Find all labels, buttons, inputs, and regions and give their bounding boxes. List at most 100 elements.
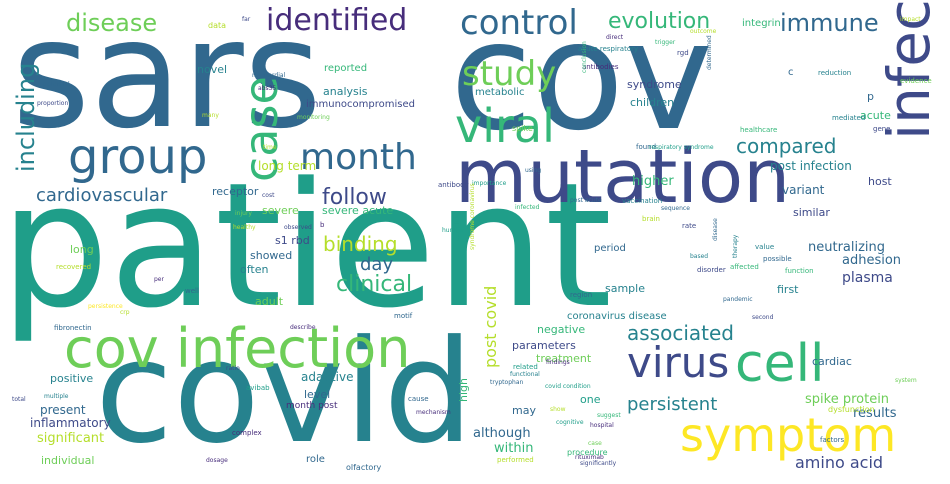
word-motif: motif <box>394 312 413 320</box>
word-clinical: clinical <box>336 272 413 297</box>
word-syndrome-coronavirus: syndrome coronavirus <box>469 183 476 250</box>
word-cov-infection: cov infection <box>64 317 411 380</box>
word-sars: sars <box>12 0 322 162</box>
word-affected: affected <box>730 263 759 271</box>
word-treatment: treatment <box>536 352 592 365</box>
word-pandemic: pandemic <box>723 296 753 303</box>
word-sequence: sequence <box>661 205 690 212</box>
word-system: system <box>895 377 917 384</box>
word-function: function <box>785 267 814 275</box>
word-day: day <box>360 254 394 275</box>
word-cardiovascular: cardiovascular <box>36 185 168 206</box>
word-fibronectin: fibronectin <box>54 324 92 332</box>
word-severe: severe <box>262 204 299 217</box>
word-antibodies: antibodies <box>582 63 619 71</box>
word-although: although <box>473 426 531 441</box>
word-cov: cov <box>450 0 714 164</box>
word-novel: novel <box>197 63 228 76</box>
word-including: including <box>12 62 40 172</box>
word-total: total <box>12 396 26 403</box>
word-one: one <box>580 393 601 406</box>
word-significant: significant <box>37 431 105 446</box>
word-disorder: disorder <box>697 266 726 274</box>
word-well: well <box>185 287 199 295</box>
word-gene: gene <box>873 125 891 133</box>
word-dosage: dosage <box>206 457 228 464</box>
word-infected: infected <box>515 204 540 211</box>
word-related: related <box>513 363 538 371</box>
word-adhesion: adhesion <box>842 253 902 268</box>
word-disease-small: disease <box>712 218 719 241</box>
word-immunocompromised: immunocompromised <box>306 99 415 110</box>
word-integrin: integrin <box>742 18 781 29</box>
word-symptom: symptom <box>680 408 897 462</box>
word-cell: cell <box>735 334 825 394</box>
word-syndrome: syndrome <box>627 78 682 91</box>
word-may: may <box>512 404 536 417</box>
word-based: based <box>690 253 709 260</box>
word-period: period <box>594 243 626 254</box>
word-reduction: reduction <box>818 69 852 77</box>
word-mutation: mutation <box>455 134 791 220</box>
word-first: first <box>777 283 799 296</box>
word-rituximab: rituximab <box>575 454 604 461</box>
word-suggest: suggest <box>597 412 621 419</box>
word-within: within <box>494 441 534 456</box>
word-similar: similar <box>793 206 830 219</box>
word-severe-acute: severe acute <box>322 204 394 217</box>
word-cognitive: cognitive <box>556 419 584 426</box>
word-control: control <box>460 3 578 43</box>
word-parameters: parameters <box>512 339 576 352</box>
word-neutralizing: neutralizing <box>808 240 886 255</box>
word-long-term: long term <box>258 159 317 173</box>
word-far: far <box>242 16 251 23</box>
word-often: often <box>240 263 269 276</box>
word-human: human <box>442 227 463 234</box>
word-p: p <box>867 90 874 103</box>
word-observed: observed <box>284 224 312 231</box>
word-procedure: procedure <box>567 448 608 457</box>
word-second: second <box>752 314 774 321</box>
word-complex: complex <box>232 429 262 437</box>
word-direct: direct <box>606 34 624 41</box>
word-many: many <box>202 112 219 119</box>
word-myocardial: myocardial <box>252 72 286 79</box>
word-follow: follow <box>322 185 387 210</box>
word-performed: performed <box>497 456 534 464</box>
word-host: host <box>868 175 892 188</box>
word-injury: injury <box>235 210 252 217</box>
word-persistence: persistence <box>88 303 123 310</box>
word-individual: individual <box>41 454 95 467</box>
word-mediated: mediated <box>832 114 866 122</box>
word-role: role <box>306 454 325 465</box>
word-level: level <box>304 388 331 401</box>
word-inflammatory: inflammatory <box>30 416 111 430</box>
word-brain: brain <box>642 215 660 223</box>
word-per: per <box>154 276 164 283</box>
word-negative: negative <box>537 323 586 336</box>
word-time: time <box>263 144 277 151</box>
word-spike-protein: spike protein <box>805 392 890 407</box>
word-positive: positive <box>50 372 94 385</box>
word-acute: acute <box>860 109 891 122</box>
word-factors: factors <box>820 436 845 444</box>
word-region: region <box>570 291 593 299</box>
word-show: show <box>550 406 566 413</box>
word-tryptophan: tryptophan <box>490 379 524 386</box>
word-impact: impact <box>900 16 921 23</box>
word-persistent: persistent <box>627 394 718 415</box>
word-spike: spike <box>512 124 533 133</box>
word-evolution: evolution <box>608 9 711 34</box>
word-vaccination: vaccination <box>622 197 663 205</box>
word-value: value <box>755 243 775 251</box>
word-post-infection: post infection <box>770 159 852 173</box>
word-virus: virus <box>627 338 730 387</box>
word-post-acute: post acute <box>570 197 602 204</box>
word-b: b <box>320 221 325 229</box>
word-olfactory: olfactory <box>346 463 382 472</box>
word-associated: associated <box>627 321 734 345</box>
word-respiratory-syndrome: respiratory syndrome <box>649 144 714 151</box>
word-reported: reported <box>324 63 368 74</box>
word-case-small: case <box>588 440 602 447</box>
